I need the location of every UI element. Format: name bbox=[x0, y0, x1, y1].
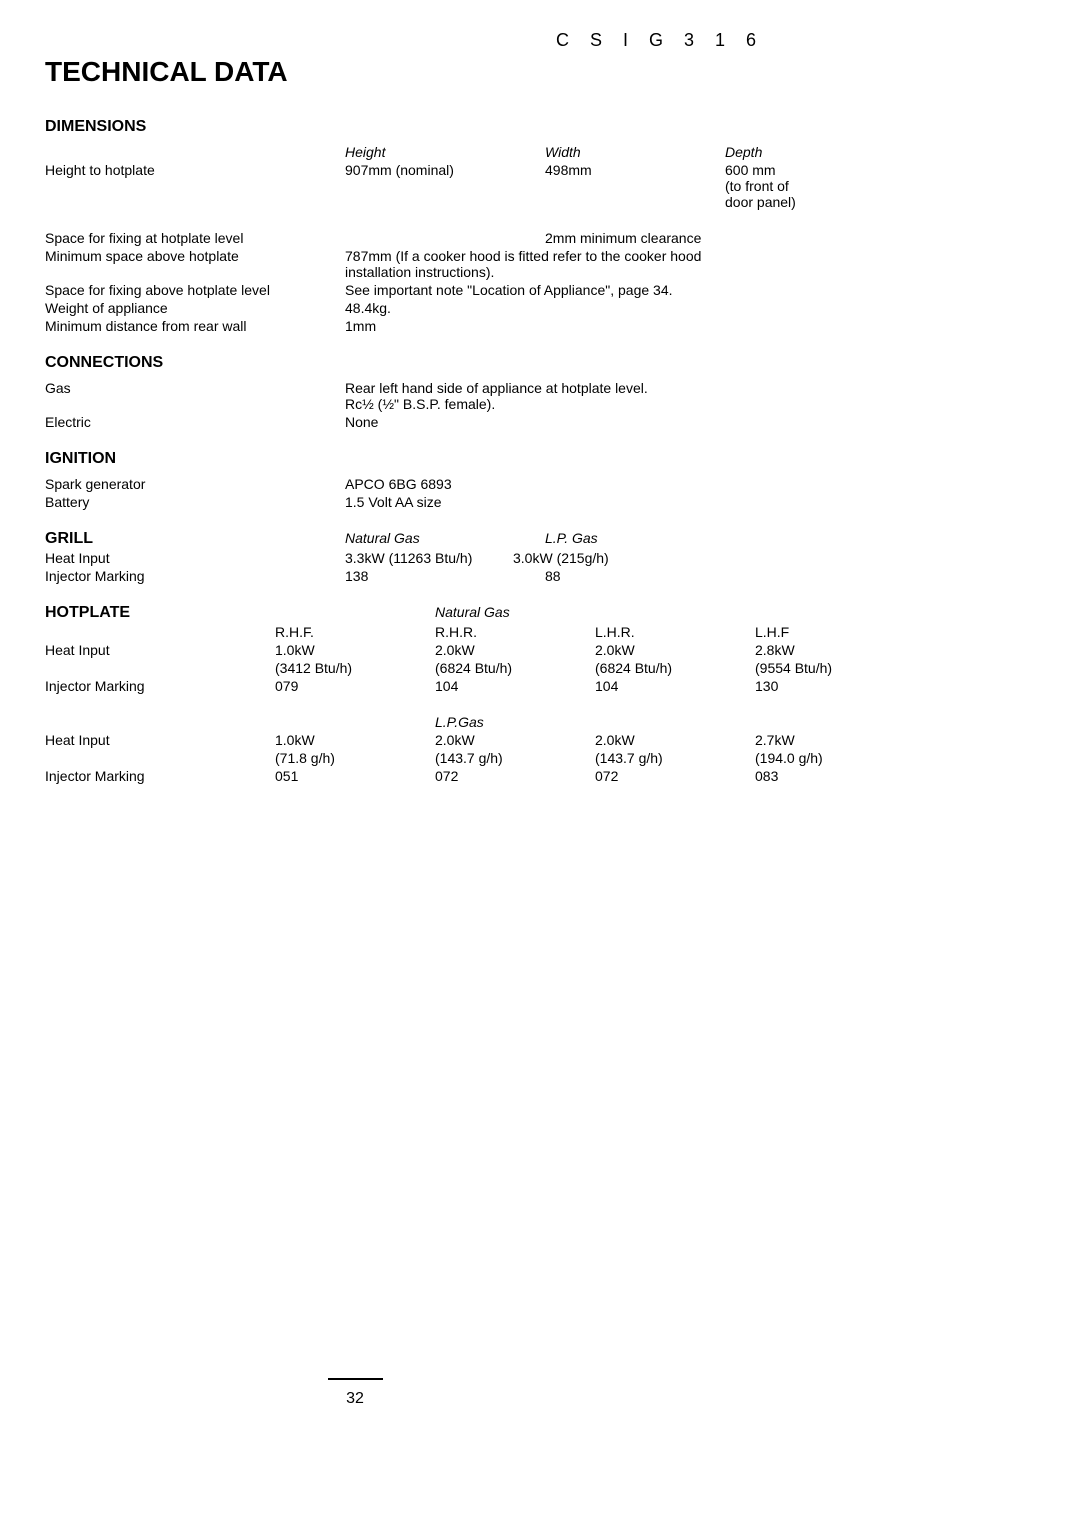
min-space-above-value: 787mm (If a cooker hood is fitted refer … bbox=[345, 248, 701, 280]
page-number: 32 bbox=[0, 1390, 1080, 1408]
grill-heat-natural: 3.3kW (11263 Btu/h) bbox=[345, 550, 513, 566]
hp-nat-heat-lhf: 2.8kW bbox=[755, 642, 915, 658]
dim-header-width: Width bbox=[545, 144, 725, 160]
depth-line2: (to front of bbox=[725, 178, 905, 194]
height-to-hotplate-label: Height to hotplate bbox=[45, 162, 345, 178]
spark-value: APCO 6BG 6893 bbox=[345, 476, 452, 492]
battery-label: Battery bbox=[45, 494, 345, 510]
dimensions-title: DIMENSIONS bbox=[45, 118, 1035, 136]
ignition-title: IGNITION bbox=[45, 450, 1035, 468]
page-number-rule bbox=[0, 1367, 1080, 1383]
weight-label: Weight of appliance bbox=[45, 300, 345, 316]
grill-heat-label: Heat Input bbox=[45, 550, 345, 566]
hp-lp-heat-rhf2: (71.8 g/h) bbox=[275, 750, 435, 766]
electric-value: None bbox=[345, 414, 378, 430]
space-fixing-hotplate-label: Space for fixing at hotplate level bbox=[45, 230, 345, 246]
hp-nat-injector-lhr: 104 bbox=[595, 678, 755, 694]
gas-label: Gas bbox=[45, 380, 345, 396]
hotplate-title: HOTPLATE bbox=[45, 604, 130, 621]
grill-injector-label: Injector Marking bbox=[45, 568, 345, 584]
hp-lp-heat-rhf: 1.0kW bbox=[275, 732, 435, 748]
weight-value: 48.4kg. bbox=[345, 300, 391, 316]
model-header: C S I G 3 1 6 bbox=[45, 30, 1035, 51]
main-title: TECHNICAL DATA bbox=[45, 56, 1035, 88]
space-fixing-above-label: Space for fixing above hotplate level bbox=[45, 282, 345, 298]
min-space-line1: 787mm (If a cooker hood is fitted refer … bbox=[345, 248, 701, 264]
hp-nat-heat-rhf2: (3412 Btu/h) bbox=[275, 660, 435, 676]
hp-nat-injector-label: Injector Marking bbox=[45, 678, 275, 694]
hotplate-natural-header: Natural Gas bbox=[435, 604, 595, 620]
gas-value-line2: Rc½ (½" B.S.P. female). bbox=[345, 396, 648, 412]
height-to-hotplate-depth: 600 mm (to front of door panel) bbox=[725, 162, 905, 210]
hp-col-lhf: L.H.F bbox=[755, 624, 915, 640]
hp-nat-injector-rhf: 079 bbox=[275, 678, 435, 694]
hp-lp-heat-lhr: 2.0kW bbox=[595, 732, 755, 748]
spark-label: Spark generator bbox=[45, 476, 345, 492]
min-distance-rear-value: 1mm bbox=[345, 318, 376, 334]
dim-header-height: Height bbox=[345, 144, 545, 160]
hp-lp-heat-rhr2: (143.7 g/h) bbox=[435, 750, 595, 766]
hp-col-rhr: R.H.R. bbox=[435, 624, 595, 640]
height-to-hotplate-height: 907mm (nominal) bbox=[345, 162, 545, 178]
hp-nat-heat-label: Heat Input bbox=[45, 642, 275, 658]
hp-nat-heat-rhr2: (6824 Btu/h) bbox=[435, 660, 595, 676]
hp-col-rhf: R.H.F. bbox=[275, 624, 435, 640]
hp-col-lhr: L.H.R. bbox=[595, 624, 755, 640]
hp-lp-injector-lhf: 083 bbox=[755, 768, 915, 784]
min-space-above-label: Minimum space above hotplate bbox=[45, 248, 345, 264]
hp-nat-heat-rhf: 1.0kW bbox=[275, 642, 435, 658]
grill-title: GRILL bbox=[45, 530, 93, 547]
hotplate-lp-header: L.P.Gas bbox=[435, 714, 595, 730]
hp-lp-heat-lhf: 2.7kW bbox=[755, 732, 915, 748]
connections-title: CONNECTIONS bbox=[45, 354, 1035, 372]
grill-lp-header: L.P. Gas bbox=[545, 530, 598, 546]
hp-nat-injector-rhr: 104 bbox=[435, 678, 595, 694]
hp-lp-heat-label: Heat Input bbox=[45, 732, 275, 748]
grill-heat-lp: 3.0kW (215g/h) bbox=[513, 550, 609, 566]
hp-nat-heat-lhr: 2.0kW bbox=[595, 642, 755, 658]
grill-injector-natural: 138 bbox=[345, 568, 545, 584]
grill-injector-lp: 88 bbox=[545, 568, 561, 584]
hp-lp-heat-lhr2: (143.7 g/h) bbox=[595, 750, 755, 766]
hp-lp-injector-lhr: 072 bbox=[595, 768, 755, 784]
hp-nat-heat-lhf2: (9554 Btu/h) bbox=[755, 660, 915, 676]
depth-line1: 600 mm bbox=[725, 162, 905, 178]
electric-label: Electric bbox=[45, 414, 345, 430]
hp-nat-heat-lhr2: (6824 Btu/h) bbox=[595, 660, 755, 676]
hp-lp-heat-rhr: 2.0kW bbox=[435, 732, 595, 748]
hp-nat-injector-lhf: 130 bbox=[755, 678, 915, 694]
height-to-hotplate-width: 498mm bbox=[545, 162, 725, 178]
min-distance-rear-label: Minimum distance from rear wall bbox=[45, 318, 345, 334]
grill-natural-header: Natural Gas bbox=[345, 530, 545, 546]
min-space-line2: installation instructions). bbox=[345, 264, 701, 280]
space-fixing-hotplate-value: 2mm minimum clearance bbox=[545, 230, 701, 246]
hp-nat-heat-rhr: 2.0kW bbox=[435, 642, 595, 658]
hp-lp-heat-lhf2: (194.0 g/h) bbox=[755, 750, 915, 766]
hp-lp-injector-rhr: 072 bbox=[435, 768, 595, 784]
hp-lp-injector-rhf: 051 bbox=[275, 768, 435, 784]
dim-header-depth: Depth bbox=[725, 144, 905, 160]
battery-value: 1.5 Volt AA size bbox=[345, 494, 442, 510]
space-fixing-above-value: See important note "Location of Applianc… bbox=[345, 282, 673, 298]
gas-value-line1: Rear left hand side of appliance at hotp… bbox=[345, 380, 648, 396]
depth-line3: door panel) bbox=[725, 194, 905, 210]
hp-lp-injector-label: Injector Marking bbox=[45, 768, 275, 784]
gas-value: Rear left hand side of appliance at hotp… bbox=[345, 380, 648, 412]
